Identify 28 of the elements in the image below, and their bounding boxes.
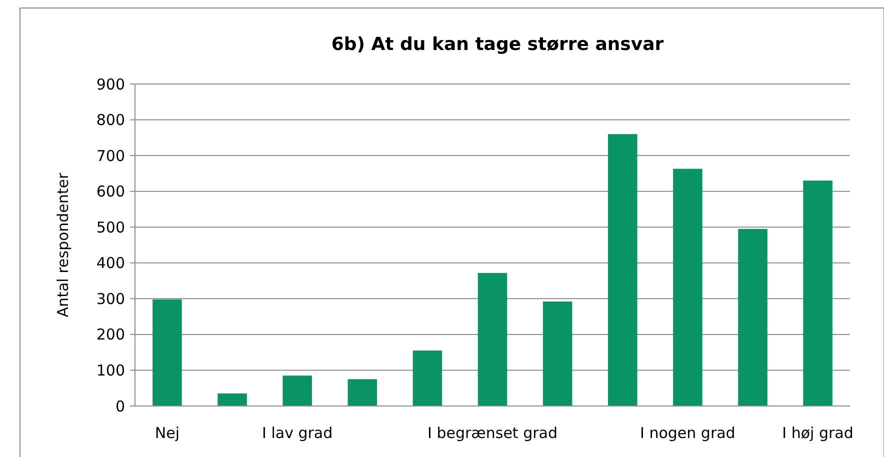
bar: [803, 180, 832, 406]
chart-title: 6b) At du kan tage større ansvar: [331, 34, 664, 55]
x-tick-label: I lav grad: [262, 424, 333, 442]
y-tick-label: 400: [96, 254, 125, 272]
bar: [738, 228, 768, 406]
y-tick-label: 600: [96, 182, 125, 201]
bar: [412, 350, 442, 406]
y-tick-label: 500: [96, 218, 125, 236]
y-tick-label: 900: [96, 75, 125, 94]
bar: [218, 393, 247, 406]
bar: [673, 168, 702, 406]
x-tick-label: Nej: [154, 424, 180, 442]
y-tick-label: 700: [96, 146, 125, 165]
y-tick-label: 200: [96, 326, 125, 344]
bar: [478, 272, 508, 406]
bar: [152, 299, 182, 406]
bar: [348, 379, 378, 406]
y-tick-label: 100: [96, 361, 125, 380]
x-tick-label: I høj grad: [782, 424, 854, 442]
bar: [608, 134, 638, 406]
bar: [282, 376, 312, 406]
x-tick-label: I nogen grad: [640, 424, 736, 442]
bar: [542, 302, 572, 406]
y-axis-title: Antal respondenter: [54, 172, 72, 318]
y-tick-label: 0: [115, 397, 125, 416]
y-tick-label: 300: [96, 290, 125, 308]
x-tick-label: I begrænset grad: [428, 424, 558, 442]
y-tick-label: 800: [96, 111, 125, 130]
